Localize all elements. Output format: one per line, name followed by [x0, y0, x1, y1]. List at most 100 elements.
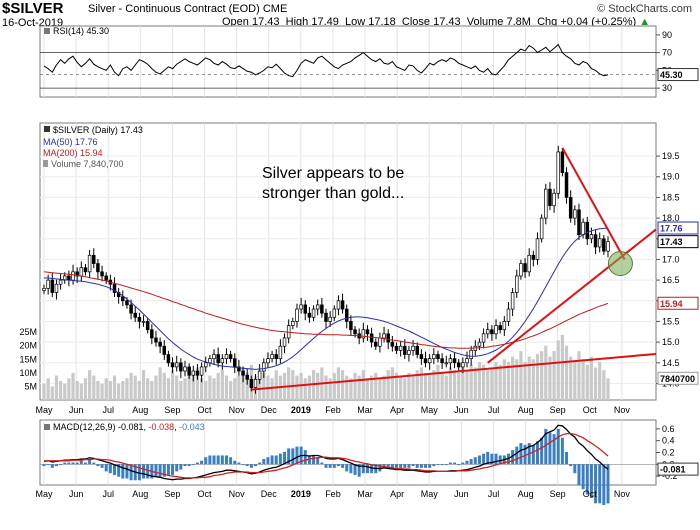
macd-histogram-bar — [428, 464, 432, 468]
macd-x-tick-label: Nov — [614, 489, 631, 499]
macd-ytick-label: 0.2 — [662, 448, 675, 458]
macd-ytick-label: 0.6 — [662, 424, 675, 434]
volume-bar — [100, 383, 104, 400]
volume-bar — [295, 375, 299, 400]
macd-histogram-bar — [390, 464, 394, 468]
macd-histogram-bar — [453, 462, 457, 465]
macd-histogram-bar — [204, 457, 208, 465]
macd-histogram-bar — [245, 464, 249, 467]
volume-bar — [241, 367, 245, 400]
resistance-trendline-falling — [561, 147, 626, 260]
macd-histogram-bar — [552, 434, 556, 465]
price-candle-body — [249, 378, 254, 388]
volume-bar — [585, 364, 589, 400]
price-candle-body — [556, 151, 560, 194]
volume-bar — [220, 370, 224, 400]
volume-bar — [199, 378, 204, 400]
volume-bar — [208, 375, 212, 400]
macd-ytick-label: -0.2 — [662, 471, 678, 481]
macd-signal-value: -0.038 — [149, 422, 175, 432]
volume-bar — [390, 367, 394, 400]
macd-legend-swatch — [44, 424, 50, 430]
price-candle-body — [50, 279, 55, 293]
volume-bar — [112, 375, 117, 400]
volume-bar — [452, 370, 457, 400]
macd-x-tick-label: Sep — [164, 489, 180, 499]
symbol-title: $SILVER — [2, 0, 64, 17]
price-candle-body — [606, 241, 610, 252]
volume-bar — [515, 359, 519, 400]
price-candle-body — [307, 312, 312, 318]
macd-current-label: -0.081 — [660, 465, 686, 475]
price-ytick-label: 17.0 — [662, 254, 680, 264]
price-candle-body — [448, 358, 453, 364]
volume-bar — [494, 362, 498, 400]
volume-bar — [195, 367, 200, 400]
price-x-tick-label: Oct — [198, 405, 213, 415]
price-candle-body — [498, 325, 502, 331]
macd-histogram-bar — [262, 459, 266, 465]
price-candle-body — [166, 354, 171, 364]
price-candle-body — [220, 358, 225, 364]
macd-histogram-bar — [191, 464, 195, 466]
price-x-tick-label: Mar — [357, 405, 373, 415]
macd-histogram-bar — [121, 464, 125, 479]
macd-histogram-bar — [357, 464, 361, 477]
macd-ytick-label: 0.4 — [662, 436, 675, 446]
volume-bar — [71, 372, 75, 400]
volume-bar — [448, 367, 453, 400]
price-candle-body — [374, 341, 378, 347]
price-candle-body — [278, 345, 283, 360]
price-x-tick-label: Dec — [261, 405, 278, 415]
macd-histogram-bar — [556, 428, 560, 465]
volume-bar — [432, 370, 436, 400]
price-candle-body — [502, 321, 507, 331]
macd-histogram-bar — [328, 464, 332, 468]
price-candle-body — [440, 358, 444, 364]
macd-histogram-bar — [589, 464, 593, 498]
volume-value: 7.8M — [506, 16, 531, 28]
price-candle-body — [552, 192, 556, 207]
price-candle-body — [589, 234, 594, 240]
volume-bar — [108, 381, 112, 400]
price-candle-body — [485, 329, 490, 335]
price-candle-body — [112, 283, 117, 293]
rsi-ytick-label: 90 — [662, 30, 672, 40]
macd-x-tick-label: Sep — [550, 489, 566, 499]
volume-bar — [394, 372, 399, 400]
volume-bar — [183, 378, 187, 400]
ma200-legend-label: MA(200) 15.94 — [43, 148, 103, 158]
volume-bar — [523, 362, 527, 400]
volume-bar — [274, 370, 278, 400]
macd-histogram-bar — [307, 455, 311, 465]
volume-bar — [328, 378, 332, 400]
low-value: 17.18 — [368, 16, 396, 28]
price-candle-body — [423, 358, 428, 364]
ma50-line — [44, 227, 609, 370]
macd-histogram-bar — [395, 464, 398, 468]
macd-histogram-bar — [63, 462, 67, 465]
macd-histogram-bar — [565, 451, 569, 465]
price-candle-body — [403, 345, 407, 355]
volume-bar — [382, 375, 386, 400]
price-candle-body — [436, 354, 440, 360]
price-title: $SILVER (Daily) 17.43 — [53, 125, 143, 135]
volume-bar — [556, 340, 560, 400]
support-trendline-rising — [487, 228, 657, 364]
macd-histogram-bar — [419, 464, 423, 468]
macd-histogram-bar — [295, 446, 299, 465]
macd-histogram-bar — [175, 464, 179, 472]
annotation-line-1: Silver appears to be — [262, 165, 404, 182]
volume-bar — [299, 372, 303, 400]
price-x-tick-label: May — [35, 405, 53, 415]
rsi-current-label: 45.30 — [660, 70, 683, 80]
price-candle-body — [83, 267, 88, 273]
price-ytick-label: 15.5 — [662, 316, 680, 326]
volume-bar — [245, 372, 249, 400]
macd-histogram-bar — [415, 464, 419, 468]
price-candle-body — [324, 312, 328, 322]
macd-histogram-bar — [270, 455, 274, 465]
price-candle-body — [100, 271, 104, 277]
macd-histogram-bar — [142, 464, 146, 479]
volume-bar — [349, 378, 353, 400]
